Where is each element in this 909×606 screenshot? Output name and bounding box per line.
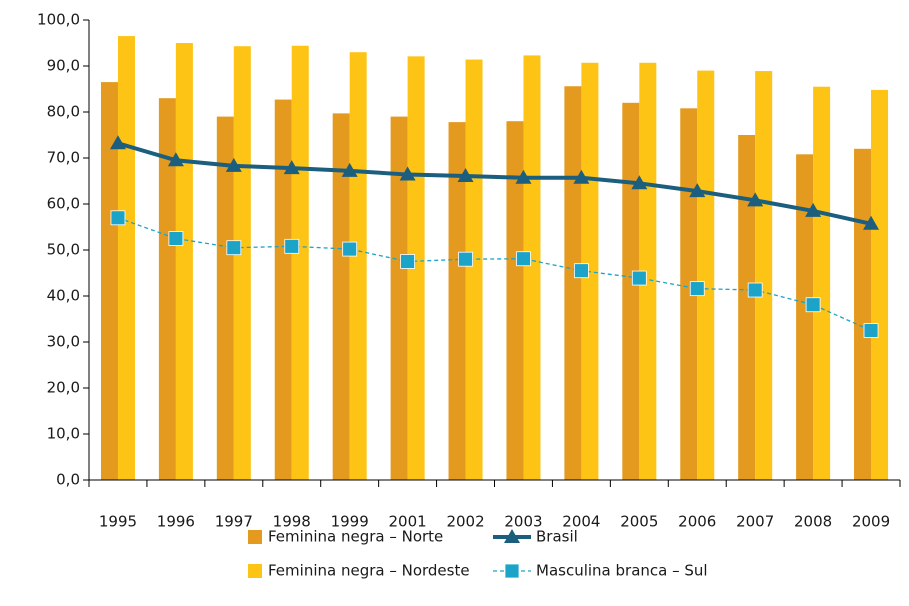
- marker: [225, 157, 242, 172]
- marker: [399, 166, 416, 181]
- marker: [458, 251, 473, 267]
- bar: [523, 55, 541, 481]
- bar: [175, 43, 193, 480]
- marker: [573, 263, 589, 279]
- bar: [117, 36, 135, 480]
- x-tick-label: 1996: [157, 513, 195, 531]
- y-tick-label: 0,0: [56, 471, 80, 489]
- marker: [863, 323, 879, 338]
- bar: [871, 89, 889, 481]
- bar: [158, 98, 176, 480]
- legend-label: Feminina negra – Norte: [268, 528, 443, 546]
- bar: [349, 52, 367, 480]
- legend-item: Masculina branca – Sul: [493, 562, 708, 580]
- bar: [639, 62, 657, 480]
- legend-label: Brasil: [536, 528, 578, 546]
- marker: [400, 254, 416, 269]
- bar: [564, 86, 582, 481]
- marker: [283, 160, 300, 175]
- x-tick-label: 2009: [852, 513, 890, 531]
- x-tick-label: 2007: [736, 513, 774, 531]
- marker: [631, 270, 647, 286]
- y-tick-label: 30,0: [47, 333, 80, 351]
- y-tick-label: 40,0: [47, 287, 80, 305]
- marker: [863, 215, 880, 230]
- y-tick-label: 60,0: [47, 195, 80, 213]
- legend-swatch: [248, 530, 262, 544]
- x-tick-label: 1999: [331, 513, 369, 531]
- marker: [109, 135, 126, 150]
- marker: [805, 297, 821, 313]
- marker: [805, 202, 822, 217]
- line: [117, 141, 872, 226]
- x-tick-label: 2006: [678, 513, 716, 531]
- y-tick-label: 90,0: [47, 57, 80, 75]
- bar: [332, 113, 350, 480]
- marker: [110, 210, 126, 226]
- y-tick-label: 10,0: [47, 425, 80, 443]
- x-tick-label: 2004: [562, 513, 600, 531]
- bar: [274, 99, 292, 480]
- bar: [622, 102, 640, 481]
- marker: [631, 175, 648, 190]
- marker: [747, 282, 763, 298]
- marker: [226, 240, 242, 256]
- x-tick-label: 1995: [99, 513, 137, 531]
- marker: [341, 162, 358, 177]
- marker: [689, 281, 705, 297]
- marker: [504, 563, 520, 579]
- x-tick-label: 2001: [389, 513, 427, 531]
- x-tick-label: 2008: [794, 513, 832, 531]
- marker: [689, 183, 706, 198]
- marker: [573, 169, 590, 184]
- bar: [390, 116, 408, 480]
- marker: [504, 529, 520, 543]
- marker: [284, 238, 300, 254]
- bar: [506, 121, 524, 480]
- bar: [697, 70, 715, 480]
- legend-label: Feminina negra – Nordeste: [268, 562, 470, 580]
- x-tick-label: 2005: [620, 513, 658, 531]
- legend-swatch: [248, 564, 262, 578]
- marker: [516, 251, 531, 267]
- bar: [680, 108, 698, 480]
- line: [117, 217, 872, 332]
- y-tick-label: 20,0: [47, 379, 80, 397]
- legend-label: Masculina branca – Sul: [536, 562, 708, 580]
- y-tick-label: 50,0: [47, 241, 80, 259]
- bar: [854, 148, 872, 481]
- x-tick-label: 2003: [504, 513, 542, 531]
- bar: [448, 122, 466, 481]
- bar: [216, 116, 234, 480]
- x-tick-label: 2002: [446, 513, 484, 531]
- bar: [100, 82, 118, 480]
- x-tick-label: 1997: [215, 513, 253, 531]
- x-tick-label: 1998: [273, 513, 311, 531]
- y-tick-label: 70,0: [47, 149, 80, 167]
- bar: [233, 46, 251, 480]
- legend-item: Feminina negra – Nordeste: [248, 562, 470, 580]
- legend-item: Brasil: [493, 528, 578, 546]
- bar: [465, 59, 483, 481]
- bar: [755, 71, 773, 480]
- y-tick-label: 100,0: [37, 11, 80, 29]
- marker: [457, 167, 474, 182]
- bar: [738, 135, 756, 480]
- bar: [813, 86, 831, 480]
- bar: [291, 45, 309, 480]
- marker: [168, 231, 184, 246]
- marker: [167, 152, 184, 167]
- marker: [342, 241, 358, 257]
- y-tick-label: 80,0: [47, 103, 80, 121]
- bar: [407, 56, 425, 481]
- legend-item: Feminina negra – Norte: [248, 528, 443, 546]
- marker: [515, 169, 532, 184]
- bar: [796, 154, 814, 480]
- marker: [747, 192, 764, 207]
